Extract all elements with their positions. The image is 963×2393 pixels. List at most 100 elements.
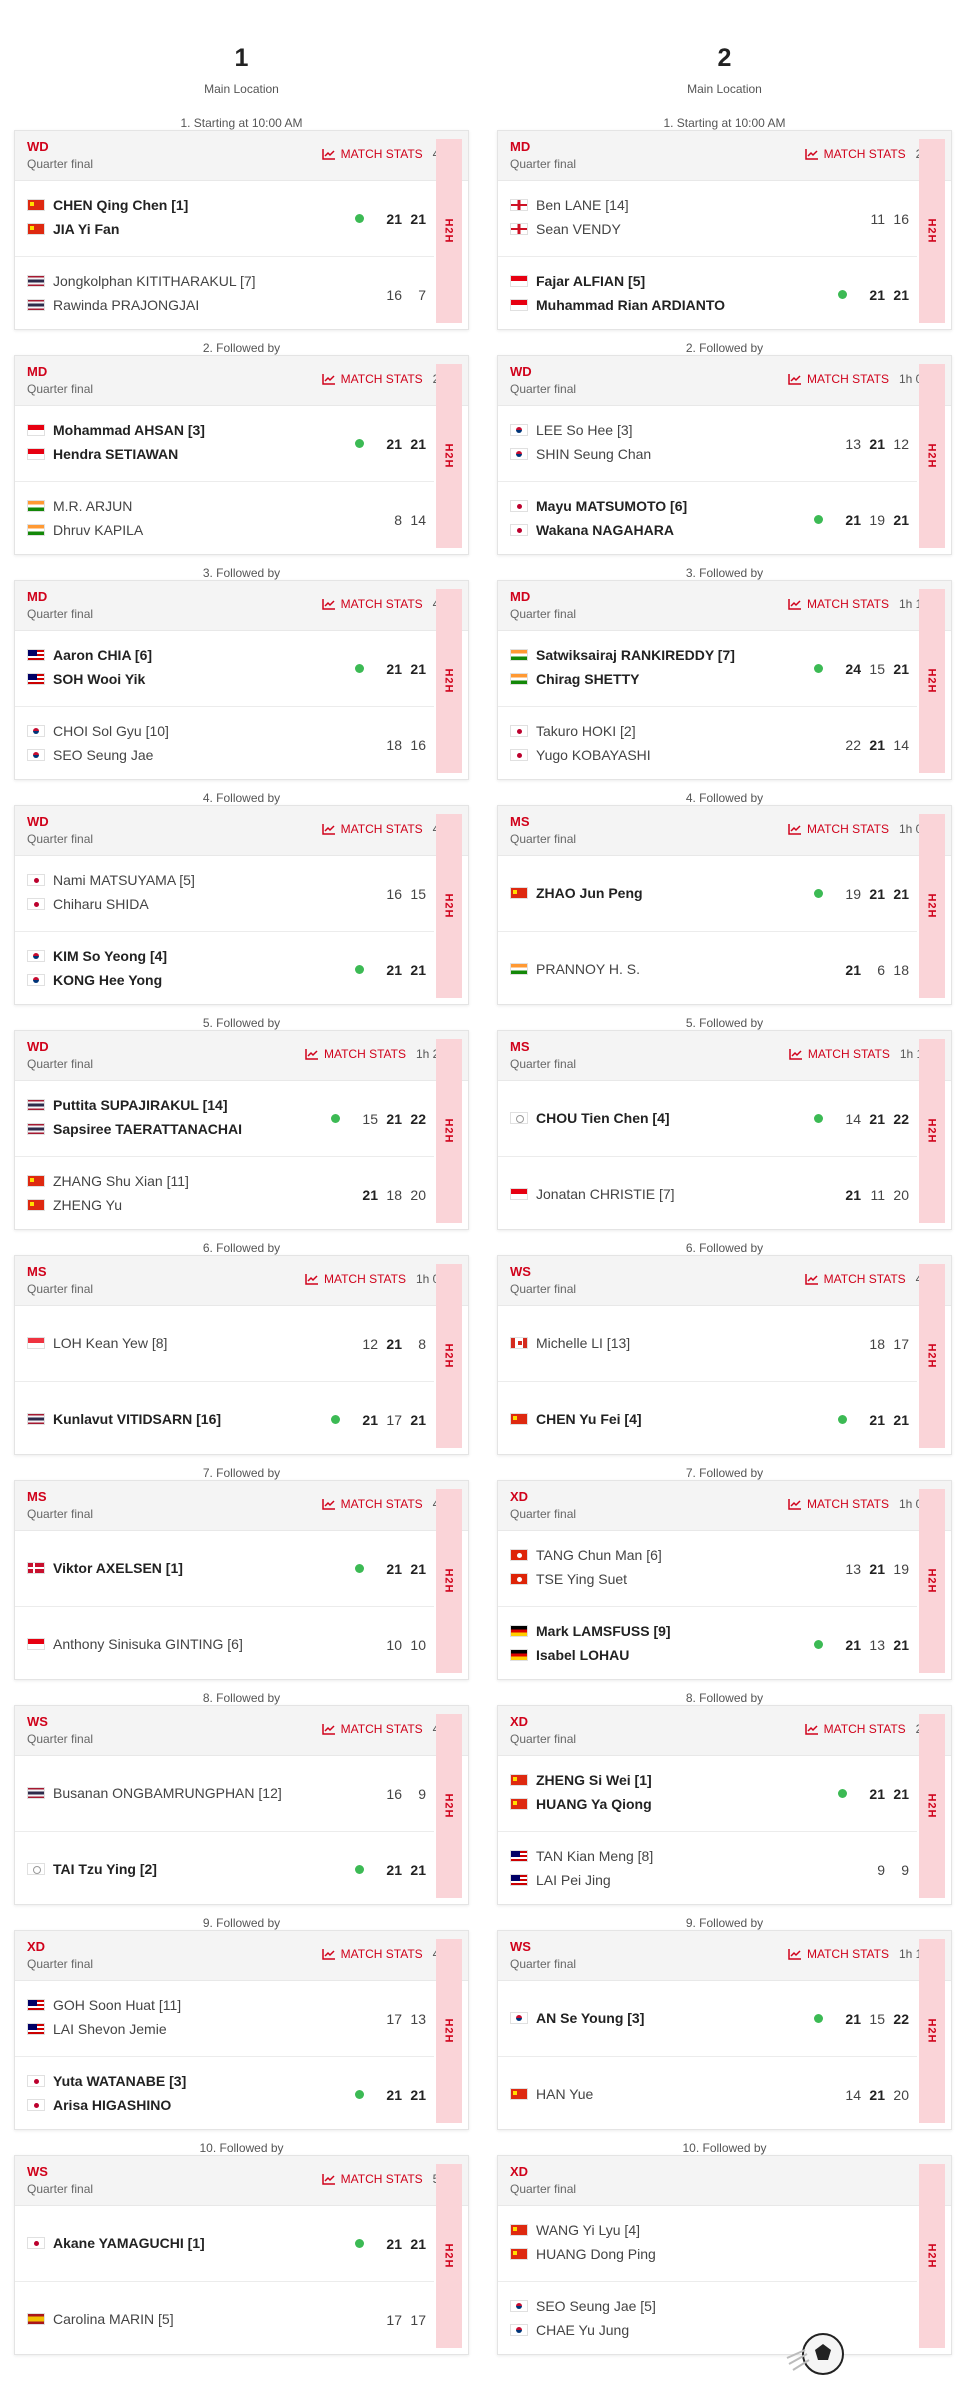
player[interactable]: Anthony Sinisuka GINTING [6] — [27, 1632, 434, 1656]
match-stats-link[interactable]: MATCH STATS — [321, 2172, 423, 2186]
match-stats-link[interactable]: MATCH STATS — [788, 597, 889, 611]
h2h-button[interactable]: H2H — [919, 1489, 945, 1673]
player[interactable]: HAN Yue — [510, 2082, 917, 2106]
player[interactable]: Arisa HIGASHINO — [27, 2093, 434, 2117]
h2h-button[interactable]: H2H — [436, 1714, 462, 1898]
player[interactable]: Jonatan CHRISTIE [7] — [510, 1182, 917, 1206]
player[interactable]: Ben LANE [14] — [510, 193, 917, 217]
match-card[interactable]: XD Quarter final WANG Yi Lyu [4] HUANG Dong… — [497, 2155, 952, 2355]
player[interactable]: Sean VENDY — [510, 217, 917, 241]
player[interactable]: Takuro HOKI [2] — [510, 719, 917, 743]
match-stats-link[interactable]: MATCH STATS — [321, 822, 423, 836]
player[interactable]: Aaron CHIA [6] — [27, 643, 434, 667]
player[interactable]: Fajar ALFIAN [5] — [510, 269, 917, 293]
match-stats-link[interactable]: MATCH STATS — [321, 147, 423, 161]
match-stats-link[interactable]: MATCH STATS — [788, 822, 889, 836]
player[interactable]: HUANG Ya Qiong — [510, 1792, 917, 1816]
h2h-button[interactable]: H2H — [436, 1489, 462, 1673]
match-stats-link[interactable]: MATCH STATS — [789, 1047, 890, 1061]
h2h-button[interactable]: H2H — [436, 589, 462, 773]
player[interactable]: KONG Hee Yong — [27, 968, 434, 992]
player[interactable]: Chirag SHETTY — [510, 667, 917, 691]
match-stats-link[interactable]: MATCH STATS — [321, 1947, 423, 1961]
player[interactable]: LEE So Hee [3] — [510, 418, 917, 442]
player[interactable]: Akane YAMAGUCHI [1] — [27, 2231, 434, 2255]
player[interactable]: Satwiksairaj RANKIREDDY [7] — [510, 643, 917, 667]
match-stats-link[interactable]: MATCH STATS — [788, 372, 889, 386]
player[interactable]: CHOU Tien Chen [4] — [510, 1106, 917, 1130]
h2h-button[interactable]: H2H — [919, 814, 945, 998]
player[interactable]: CHAE Yu Jung — [510, 2318, 917, 2342]
match-stats-link[interactable]: MATCH STATS — [788, 1497, 889, 1511]
player[interactable]: Viktor AXELSEN [1] — [27, 1556, 434, 1580]
h2h-button[interactable]: H2H — [919, 589, 945, 773]
player[interactable]: LOH Kean Yew [8] — [27, 1331, 434, 1355]
player[interactable]: Hendra SETIAWAN — [27, 442, 434, 466]
player[interactable]: CHEN Qing Chen [1] — [27, 193, 434, 217]
match-stats-link[interactable]: MATCH STATS — [305, 1047, 406, 1061]
h2h-button[interactable]: H2H — [436, 364, 462, 548]
player[interactable]: Busanan ONGBAMRUNGPHAN [12] — [27, 1781, 434, 1805]
match-stats-link[interactable]: MATCH STATS — [321, 1497, 423, 1511]
player[interactable]: Nami MATSUYAMA [5] — [27, 868, 434, 892]
player[interactable]: CHEN Yu Fei [4] — [510, 1407, 917, 1431]
player[interactable]: SHIN Seung Chan — [510, 442, 917, 466]
h2h-button[interactable]: H2H — [436, 1939, 462, 2123]
h2h-button[interactable]: H2H — [436, 139, 462, 323]
player[interactable]: Carolina MARIN [5] — [27, 2307, 434, 2331]
match-stats-link[interactable]: MATCH STATS — [321, 1722, 423, 1736]
player[interactable]: SEO Seung Jae [5] — [510, 2294, 917, 2318]
player[interactable]: HUANG Dong Ping — [510, 2242, 917, 2266]
player[interactable]: TANG Chun Man [6] — [510, 1543, 917, 1567]
player[interactable]: Dhruv KAPILA — [27, 518, 434, 542]
player[interactable]: GOH Soon Huat [11] — [27, 1993, 434, 2017]
player[interactable]: Rawinda PRAJONGJAI — [27, 293, 434, 317]
player[interactable]: JIA Yi Fan — [27, 217, 434, 241]
h2h-button[interactable]: H2H — [436, 1039, 462, 1223]
match-stats-link[interactable]: MATCH STATS — [321, 597, 423, 611]
player[interactable]: LAI Shevon Jemie — [27, 2017, 434, 2041]
h2h-button[interactable]: H2H — [919, 139, 945, 323]
h2h-button[interactable]: H2H — [436, 814, 462, 998]
h2h-button[interactable]: H2H — [919, 364, 945, 548]
player[interactable]: LAI Pei Jing — [510, 1868, 917, 1892]
player[interactable]: SEO Seung Jae — [27, 743, 434, 767]
h2h-button[interactable]: H2H — [919, 2164, 945, 2348]
player[interactable]: PRANNOY H. S. — [510, 957, 917, 981]
player[interactable]: Isabel LOHAU — [510, 1643, 917, 1667]
h2h-button[interactable]: H2H — [919, 1264, 945, 1448]
h2h-button[interactable]: H2H — [436, 1264, 462, 1448]
match-stats-link[interactable]: MATCH STATS — [788, 1947, 889, 1961]
match-stats-link[interactable]: MATCH STATS — [305, 1272, 406, 1286]
player[interactable]: TSE Ying Suet — [510, 1567, 917, 1591]
match-stats-link[interactable]: MATCH STATS — [804, 1722, 906, 1736]
h2h-button[interactable]: H2H — [919, 1039, 945, 1223]
player[interactable]: ZHANG Shu Xian [11] — [27, 1169, 434, 1193]
player[interactable]: Yuta WATANABE [3] — [27, 2069, 434, 2093]
player[interactable]: Puttita SUPAJIRAKUL [14] — [27, 1093, 434, 1117]
player[interactable]: AN Se Young [3] — [510, 2006, 917, 2030]
player[interactable]: M.R. ARJUN — [27, 494, 434, 518]
player[interactable]: TAI Tzu Ying [2] — [27, 1857, 434, 1881]
player[interactable]: Mayu MATSUMOTO [6] — [510, 494, 917, 518]
player[interactable]: Michelle LI [13] — [510, 1331, 917, 1355]
player[interactable]: Kunlavut VITIDSARN [16] — [27, 1407, 434, 1431]
player[interactable]: Muhammad Rian ARDIANTO — [510, 293, 917, 317]
